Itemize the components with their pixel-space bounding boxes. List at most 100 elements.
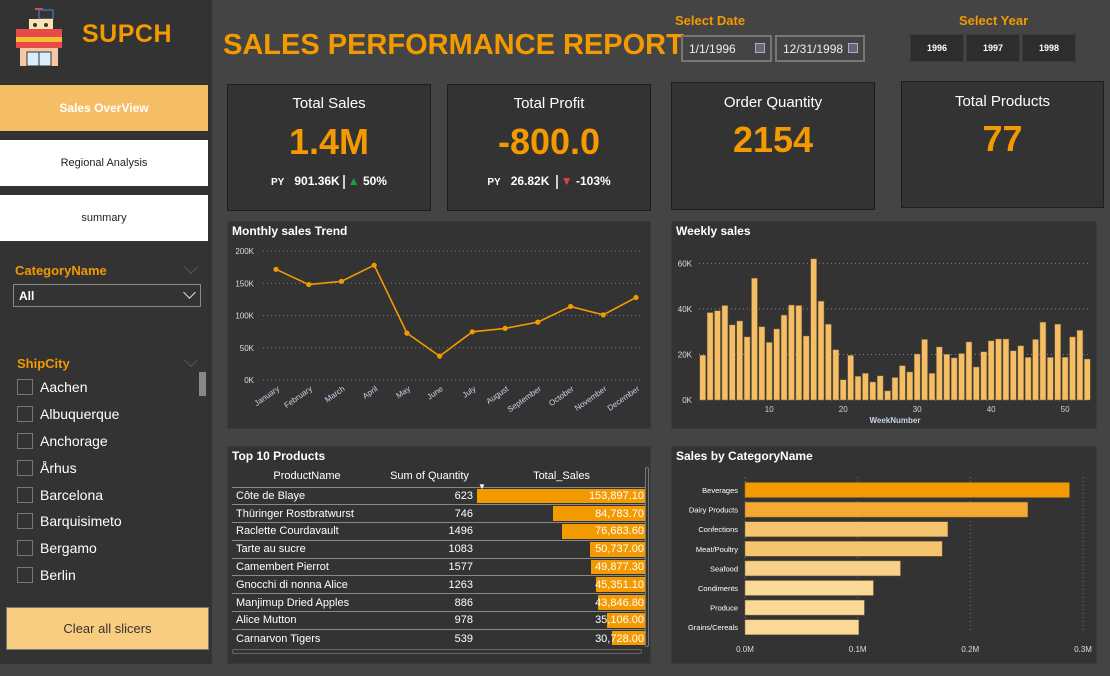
- shipcity-option[interactable]: Albuquerque: [17, 401, 197, 428]
- shipcity-list: Aachen Albuquerque Anchorage Århus Barcelona…: [17, 374, 197, 594]
- divider: [342, 174, 345, 189]
- year-button-1998[interactable]: 1998: [1022, 34, 1076, 62]
- weekly-sales-chart: 0K 20K 40K 60K 10 20 30 40 50 WeekNumber: [678, 258, 1091, 425]
- total-sales-cell: 76,683.60: [477, 522, 646, 541]
- table-row[interactable]: Tarte au sucre 1083 50,737.00: [232, 539, 646, 559]
- y-tick-label: Dairy Products: [689, 506, 738, 515]
- y-tick-label: Confections: [698, 525, 738, 534]
- table-row[interactable]: Carnarvon Tigers 539 30,728.00: [232, 628, 646, 645]
- table-row[interactable]: Raclette Courdavault 1496 76,683.60: [232, 522, 646, 541]
- shipcity-option-label: Århus: [40, 459, 77, 476]
- nav-sales-overview[interactable]: Sales OverView: [0, 85, 208, 131]
- checkbox[interactable]: [17, 540, 33, 557]
- nav-summary[interactable]: summary: [0, 195, 208, 241]
- kpi-order-quantity: Order Quantity 2154: [671, 82, 875, 210]
- col-product-name[interactable]: ProductName: [273, 469, 341, 482]
- shipcity-option[interactable]: Barquisimeto: [17, 508, 197, 535]
- kpi-value: 77: [982, 118, 1023, 159]
- select-year-label: Select Year: [959, 13, 1029, 28]
- total-sales-value: 43,846.80: [595, 596, 644, 609]
- brand-name: SUPCH: [82, 20, 173, 48]
- weekly-bar: [973, 366, 980, 401]
- nav-regional-analysis[interactable]: Regional Analysis: [0, 140, 208, 186]
- weekly-bar: [995, 338, 1002, 401]
- table-row[interactable]: Manjimup Dried Apples 886 43,846.80: [232, 593, 646, 612]
- chevron-down-icon[interactable]: [183, 352, 199, 368]
- quantity-cell: 1577: [382, 557, 477, 576]
- weekly-bar: [847, 355, 854, 401]
- shipcity-option[interactable]: Bergamo: [17, 535, 197, 562]
- calendar-icon[interactable]: [755, 43, 765, 53]
- table-row[interactable]: Gnocchi di nonna Alice 1263 45,351.10: [232, 575, 646, 594]
- checkbox[interactable]: [17, 379, 33, 396]
- divider: [555, 174, 558, 189]
- shipcity-option[interactable]: Barcelona: [17, 481, 197, 508]
- chevron-down-icon[interactable]: [183, 259, 199, 275]
- total-sales-value: 76,683.60: [595, 525, 644, 538]
- checkbox[interactable]: [17, 486, 33, 503]
- col-total-sales[interactable]: Total_Sales: [477, 465, 646, 487]
- shipcity-option[interactable]: Berlin: [17, 562, 197, 589]
- table-row[interactable]: Thüringer Rostbratwurst 746 84,783.70: [232, 504, 646, 523]
- calendar-icon[interactable]: [848, 43, 858, 53]
- sidebar: SUPCH Sales OverView Regional Analysis s…: [0, 0, 212, 664]
- weekly-bar: [773, 328, 780, 401]
- total-sales-cell: 45,351.10: [477, 575, 646, 594]
- weekly-bar: [714, 310, 721, 401]
- date-from-input[interactable]: 1/1/1996: [681, 35, 772, 62]
- weekly-bar: [862, 373, 869, 401]
- category-bar: [744, 501, 1029, 518]
- kpi-total-sales: Total Sales 1.4M PY 901.36K ▲ 50%: [227, 84, 431, 211]
- sort-desc-icon[interactable]: ▼: [478, 482, 486, 491]
- category-bar: [744, 560, 901, 577]
- shipcity-option[interactable]: Aachen: [17, 374, 197, 401]
- weekly-bar: [965, 341, 973, 401]
- table-row[interactable]: Côte de Blaye 623 153,897.10: [232, 486, 646, 505]
- table-vertical-scrollbar[interactable]: [645, 467, 649, 647]
- quantity-cell: 1496: [382, 522, 477, 541]
- year-button-1996[interactable]: 1996: [910, 34, 964, 62]
- y-tick-label: 50K: [240, 344, 255, 353]
- table-row[interactable]: Camembert Pierrot 1577 49,877.30: [232, 557, 646, 576]
- date-to-input[interactable]: 12/31/1998: [775, 35, 865, 62]
- x-tick-label: February: [282, 384, 313, 410]
- shipcity-option[interactable]: Århus: [17, 454, 197, 481]
- weekly-bar: [1002, 338, 1010, 401]
- y-tick-label: 150K: [235, 279, 254, 288]
- arrow-down-icon: ▼: [560, 174, 573, 188]
- checkbox[interactable]: [17, 459, 33, 476]
- x-tick-label: 0.1M: [849, 645, 867, 654]
- checkbox[interactable]: [17, 566, 33, 583]
- data-point: [633, 294, 639, 301]
- monthly-sales-chart: 0K 50K 100K 150K 200K January February March Apr…: [235, 247, 643, 414]
- checkbox[interactable]: [17, 406, 33, 423]
- shipcity-option[interactable]: Anchorage: [17, 428, 197, 455]
- checkbox[interactable]: [17, 432, 33, 449]
- table-horizontal-scrollbar[interactable]: [232, 649, 642, 654]
- weekly-bar: [854, 376, 862, 401]
- data-bar: [477, 488, 646, 504]
- weekly-bar: [729, 324, 736, 401]
- chevron-down-icon: [183, 286, 196, 299]
- x-axis-label: WeekNumber: [870, 416, 921, 425]
- col-sum-quantity[interactable]: Sum of Quantity: [390, 469, 469, 482]
- category-dropdown[interactable]: All: [13, 284, 201, 307]
- weekly-bar: [736, 320, 743, 401]
- quantity-cell: 746: [382, 504, 477, 523]
- category-bar: [744, 619, 860, 635]
- weekly-bar: [758, 326, 766, 401]
- checkbox[interactable]: [17, 513, 33, 530]
- weekly-bar: [928, 373, 936, 401]
- product-name-cell: Camembert Pierrot: [232, 557, 382, 576]
- weekly-bar: [980, 351, 987, 401]
- table-row[interactable]: Alice Mutton 978 35,106.00: [232, 611, 646, 630]
- x-tick-label: April: [361, 384, 379, 401]
- chart-title: Sales by CategoryName: [676, 449, 813, 463]
- shipcity-scrollbar[interactable]: [199, 372, 206, 396]
- x-tick-label: November: [573, 384, 609, 413]
- clear-slicers-button[interactable]: Clear all slicers: [6, 607, 209, 650]
- year-button-1997[interactable]: 1997: [966, 34, 1020, 62]
- weekly-bar: [1047, 357, 1054, 401]
- weekly-bar: [803, 335, 810, 401]
- data-bar: [596, 577, 646, 593]
